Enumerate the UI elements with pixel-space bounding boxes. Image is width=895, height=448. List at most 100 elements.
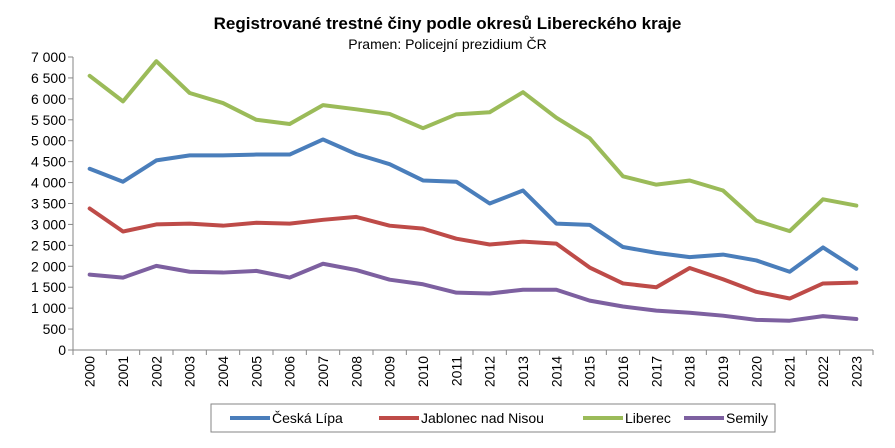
data-point — [154, 264, 158, 268]
legend-box — [210, 403, 776, 433]
data-point — [154, 222, 158, 226]
data-point — [221, 153, 225, 157]
data-point — [354, 268, 358, 272]
data-point — [188, 270, 192, 274]
data-point — [721, 277, 725, 281]
data-point — [454, 180, 458, 184]
data-point — [188, 153, 192, 157]
data-point — [388, 278, 392, 282]
data-point — [121, 230, 125, 234]
data-point — [188, 222, 192, 226]
data-point — [121, 180, 125, 184]
data-point — [721, 189, 725, 193]
x-tick-label: 2005 — [248, 356, 264, 387]
data-point — [354, 215, 358, 219]
x-tick-label: 2009 — [382, 356, 398, 387]
data-point — [854, 281, 858, 285]
data-point — [621, 174, 625, 178]
chart-subtitle: Pramen: Policejní prezidium ČR — [348, 36, 547, 52]
x-tick-label: 2011 — [448, 356, 464, 386]
data-point — [788, 270, 792, 274]
x-tick-label: 2020 — [748, 356, 764, 387]
data-point — [488, 291, 492, 295]
data-point — [688, 255, 692, 259]
data-point — [554, 288, 558, 292]
data-point — [454, 237, 458, 241]
y-tick-label: 500 — [43, 321, 67, 337]
series-line-jablonec-nad-nisou — [87, 206, 859, 301]
data-point — [688, 178, 692, 182]
chart-title: Registrované trestné činy podle okresů L… — [213, 14, 682, 33]
y-tick-label: 3 000 — [31, 216, 66, 232]
data-point — [488, 110, 492, 114]
data-point — [754, 258, 758, 262]
data-point — [821, 314, 825, 318]
data-point — [254, 221, 258, 225]
legend: Česká Lípa Jablonec nad Nisou Liberec Semil… — [210, 403, 776, 433]
data-point — [154, 59, 158, 63]
data-point — [254, 153, 258, 157]
data-point — [221, 224, 225, 228]
data-point — [521, 240, 525, 244]
y-tick-label: 7 000 — [31, 49, 66, 65]
data-point — [454, 291, 458, 295]
x-tick-label: 2003 — [182, 356, 198, 387]
x-tick-label: 2015 — [582, 356, 598, 387]
data-point — [588, 299, 592, 303]
data-point — [288, 122, 292, 126]
data-point — [521, 189, 525, 193]
x-tick-label: 2023 — [848, 356, 864, 387]
y-tick-label: 2 500 — [31, 237, 66, 253]
x-tick-label: 2017 — [648, 356, 664, 387]
legend-label: Česká Lípa — [272, 410, 343, 426]
data-point — [521, 288, 525, 292]
y-tick-label: 1 500 — [31, 279, 66, 295]
x-tick-label: 2001 — [115, 356, 131, 387]
data-point — [488, 243, 492, 247]
legend-label: Semily — [726, 410, 768, 426]
series-line-semily — [87, 261, 859, 323]
x-tick-label: 2022 — [815, 356, 831, 387]
data-point — [654, 285, 658, 289]
data-point — [321, 218, 325, 222]
series-lines — [87, 59, 859, 323]
x-tick-label: 2007 — [315, 356, 331, 387]
data-point — [821, 197, 825, 201]
data-point — [388, 162, 392, 166]
data-point — [621, 304, 625, 308]
x-tick-label: 2014 — [548, 356, 564, 387]
data-point — [821, 281, 825, 285]
data-point — [188, 91, 192, 95]
x-tick-label: 2012 — [482, 356, 498, 387]
y-tick-label: 6 000 — [31, 91, 66, 107]
data-point — [588, 266, 592, 270]
data-point — [554, 242, 558, 246]
data-point — [721, 253, 725, 257]
data-point — [654, 251, 658, 255]
y-axis: 0 500 1 000 1 500 2 000 2 500 3 000 3 500 4 000 4… — [31, 49, 74, 358]
data-point — [688, 266, 692, 270]
y-tick-label: 3 500 — [31, 196, 66, 212]
data-point — [854, 204, 858, 208]
data-point — [288, 222, 292, 226]
y-tick-label: 1 000 — [31, 300, 66, 316]
legend-label: Liberec — [625, 410, 671, 426]
data-point — [454, 112, 458, 116]
data-point — [788, 297, 792, 301]
data-point — [288, 153, 292, 157]
data-point — [688, 311, 692, 315]
x-tick-label: 2008 — [348, 356, 364, 387]
data-point — [354, 152, 358, 156]
x-tick-label: 2000 — [82, 356, 98, 387]
data-point — [88, 167, 92, 171]
data-point — [788, 229, 792, 233]
series-line-liberec — [87, 59, 859, 234]
data-point — [854, 267, 858, 271]
data-point — [121, 276, 125, 280]
data-point — [754, 290, 758, 294]
x-tick-label: 2002 — [148, 356, 164, 387]
x-tick-label: 2019 — [715, 356, 731, 387]
data-point — [488, 202, 492, 206]
data-point — [554, 222, 558, 226]
